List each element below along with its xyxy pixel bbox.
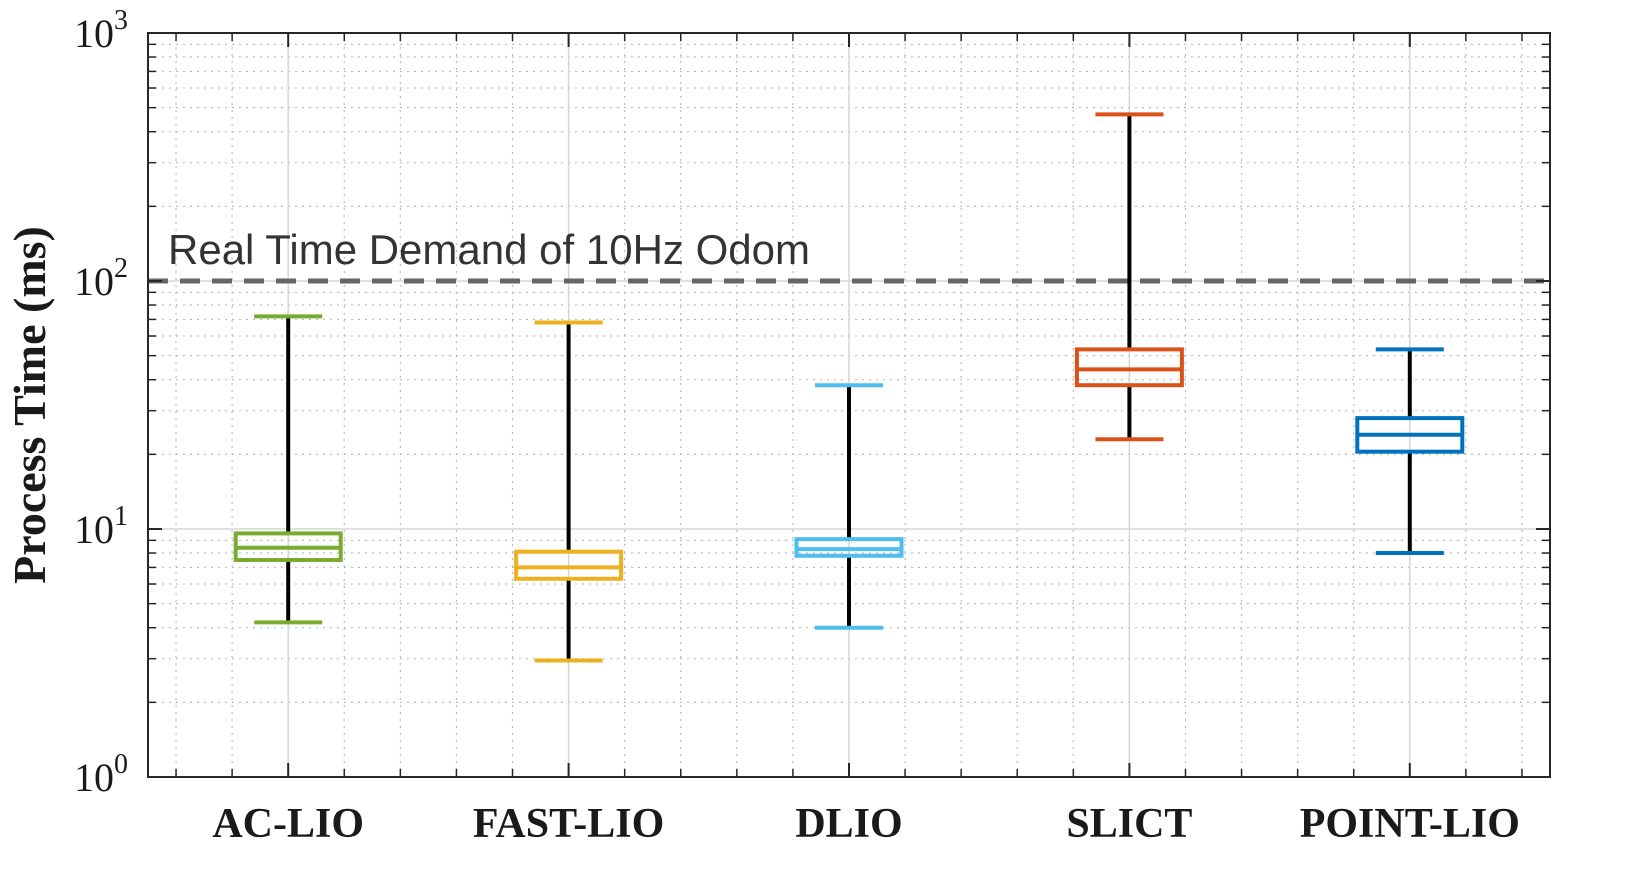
box-ac-lio: [233, 314, 343, 625]
y-axis-label: Process Time (ms): [4, 226, 55, 584]
x-category-label: POINT-LIO: [1300, 801, 1520, 847]
y-tick-label: 101: [74, 501, 128, 552]
x-category-labels: AC-LIO FAST-LIO DLIO SLICT POINT-LIO: [212, 801, 1520, 847]
reference-line-layer: Real Time Demand of 10Hz Odom: [148, 226, 1550, 284]
x-category-label: FAST-LIO: [473, 801, 664, 847]
y-tick-labels: 100 101 102 103: [74, 5, 128, 800]
box-slict: [1074, 112, 1184, 442]
box-layer: [233, 112, 1465, 663]
y-tick-label: 103: [74, 5, 128, 56]
tick-layer: [148, 32, 1550, 778]
box-iqr: [514, 549, 624, 581]
x-category-label: DLIO: [795, 801, 902, 847]
box-iqr: [1074, 347, 1184, 388]
reference-line-label: Real Time Demand of 10Hz Odom: [168, 226, 810, 273]
x-category-label: SLICT: [1066, 801, 1192, 847]
box-dlio: [794, 383, 904, 630]
box-fast-lio: [514, 320, 624, 663]
y-tick-label: 102: [74, 253, 128, 304]
y-tick-label: 100: [74, 749, 128, 800]
x-category-label: AC-LIO: [212, 801, 364, 847]
box-point-lio: [1355, 347, 1465, 556]
